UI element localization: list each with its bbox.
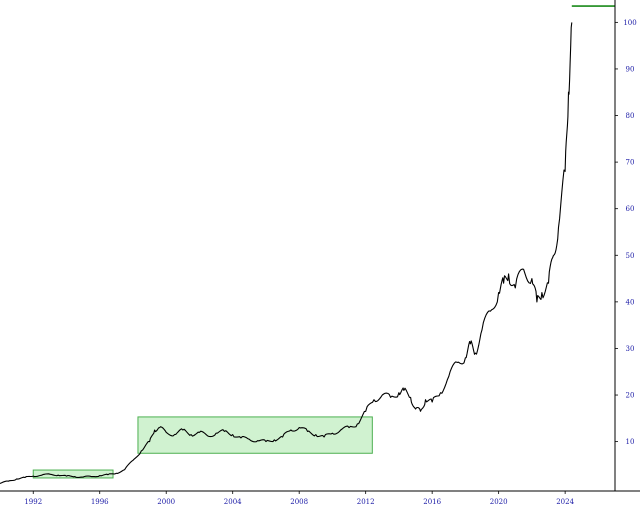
y-tick-label: 70 xyxy=(626,159,635,167)
y-ticks-layer: 10 20 30 40 50 60 70 80 90 100 xyxy=(615,19,637,446)
y-tick-label: 10 xyxy=(626,438,635,446)
x-tick-label: 2012 xyxy=(357,498,375,506)
y-tick-label: 40 xyxy=(626,298,635,306)
x-tick-label: 2020 xyxy=(490,498,508,506)
x-tick-label: 1992 xyxy=(24,498,42,506)
y-tick-label: 50 xyxy=(626,252,635,260)
x-ticks-layer: 1992 1996 2000 2004 2008 2012 2016 2020 2024 xyxy=(24,491,575,506)
y-tick-label: 20 xyxy=(626,392,635,400)
x-tick-label: 1996 xyxy=(91,498,109,506)
y-tick-label: 30 xyxy=(626,345,635,353)
series-layer xyxy=(0,5,615,485)
x-tick-label: 2008 xyxy=(290,498,308,506)
highlight-box-0 xyxy=(137,416,373,454)
y-tick-label: 100 xyxy=(623,19,636,27)
x-tick-label: 2016 xyxy=(423,498,441,506)
y-tick-label: 60 xyxy=(626,205,635,213)
series-line-0 xyxy=(0,22,573,485)
x-tick-label: 2000 xyxy=(157,498,175,506)
x-tick-label: 2024 xyxy=(556,498,574,506)
annotations-layer xyxy=(32,416,373,479)
x-tick-label: 2004 xyxy=(224,498,242,506)
y-tick-label: 80 xyxy=(626,112,635,120)
y-tick-label: 90 xyxy=(626,65,635,73)
